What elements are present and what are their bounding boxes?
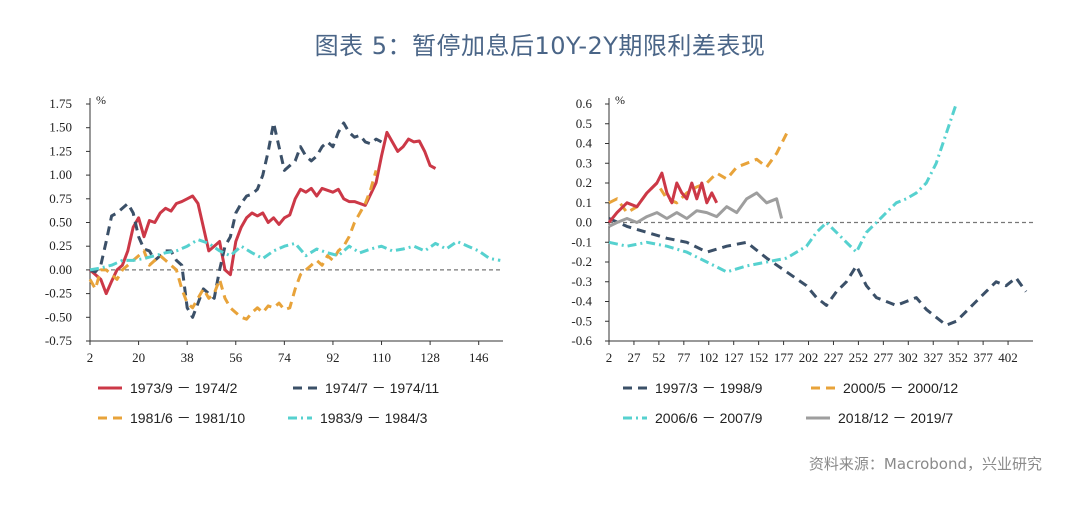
y-tick-label: 0.50 (49, 215, 72, 230)
unit-label: % (615, 93, 625, 107)
x-tick-label: 327 (923, 350, 943, 365)
y-tick-label: -0.4 (571, 294, 592, 309)
x-tick-label: 402 (998, 350, 1018, 365)
series-line-5 (607, 171, 719, 224)
x-tick-label: 128 (420, 350, 440, 365)
legend-label-3: 2006/6 － 2007/9 (655, 410, 763, 426)
legend-label-1: 1997/3 － 1998/9 (655, 380, 763, 396)
y-tick-label: 0.25 (49, 238, 72, 253)
series-line-4 (608, 191, 784, 228)
unit-label: % (96, 93, 106, 107)
y-tick-label: -0.5 (571, 313, 592, 328)
x-tick-label: 38 (181, 350, 194, 365)
source-note: 资料来源：Macrobond，兴业研究 (808, 455, 1042, 473)
y-tick-label: -0.50 (45, 309, 72, 324)
x-tick-label: 102 (699, 350, 719, 365)
series-line-1 (608, 217, 1028, 327)
legend-label-2: 2000/5 － 2000/12 (843, 380, 958, 396)
y-tick-label: 0.0 (576, 215, 592, 230)
x-tick-label: 146 (469, 350, 489, 365)
x-tick-label: 252 (849, 350, 869, 365)
y-tick-label: 1.50 (49, 120, 72, 135)
series-line-2 (608, 132, 788, 215)
y-tick-label: 1.75 (49, 96, 72, 111)
x-tick-label: 56 (229, 350, 243, 365)
legend-label-4: 2018/12 － 2019/7 (838, 410, 953, 426)
y-tick-label: -0.6 (571, 333, 592, 348)
x-tick-label: 127 (724, 350, 744, 365)
y-tick-label: 0.1 (576, 195, 592, 210)
x-tick-label: 92 (326, 350, 339, 365)
series-line-2 (89, 121, 383, 319)
left-line-chart: % 1.75 1.50 1.25 1.00 0.75 0.50 0.25 0.00 -0.25 -0… (45, 93, 503, 426)
x-tick-label: 377 (973, 350, 993, 365)
y-tick-label: -0.75 (45, 333, 72, 348)
legend-label-1: 1973/9 － 1974/2 (130, 380, 238, 396)
x-tick-label: 2 (606, 350, 613, 365)
y-tick-label: 0.6 (576, 96, 593, 111)
series-line-4 (89, 238, 501, 272)
legend-label-4: 1983/9 － 1984/3 (320, 410, 428, 426)
y-tick-label: 0.00 (49, 262, 72, 277)
legend-label-2: 1974/7 － 1974/11 (325, 380, 439, 396)
y-tick-label: 0.4 (576, 136, 593, 151)
y-tick-label: 1.00 (49, 167, 72, 182)
y-tick-label: 0.75 (49, 191, 72, 206)
y-tick-label: -0.2 (571, 254, 592, 269)
x-tick-label: 77 (677, 350, 691, 365)
y-tick-label: 0.3 (576, 155, 592, 170)
series-line-1 (89, 130, 437, 296)
y-tick-label: -0.3 (571, 274, 592, 289)
x-tick-label: 352 (948, 350, 968, 365)
y-tick-label: -0.25 (45, 286, 72, 301)
x-tick-label: 20 (132, 350, 145, 365)
y-tick-label: 0.2 (576, 175, 592, 190)
x-tick-label: 202 (799, 350, 819, 365)
x-tick-label: 74 (278, 350, 292, 365)
series-line-3 (88, 169, 378, 321)
right-line-chart: % 0.6 0.5 0.4 0.3 0.2 0.1 0.0 -0.1 -0.2 -0.3 -0.4 -0… (571, 93, 1033, 426)
legend-label-3: 1981/6 － 1981/10 (130, 410, 245, 426)
x-tick-label: 27 (627, 350, 641, 365)
y-tick-label: 0.5 (576, 116, 592, 131)
y-tick-label: -0.1 (571, 234, 592, 249)
x-tick-label: 2 (87, 350, 94, 365)
x-tick-label: 227 (824, 350, 844, 365)
x-tick-label: 277 (874, 350, 894, 365)
x-tick-label: 302 (899, 350, 919, 365)
chart-figure-title: 图表 5：暂停加息后10Y-2Y期限利差表现 (314, 32, 766, 60)
x-tick-label: 177 (774, 350, 794, 365)
x-tick-label: 110 (372, 350, 391, 365)
y-tick-label: 1.25 (49, 143, 72, 158)
x-tick-label: 152 (749, 350, 769, 365)
x-tick-label: 52 (652, 350, 665, 365)
series-line-3 (608, 103, 958, 274)
